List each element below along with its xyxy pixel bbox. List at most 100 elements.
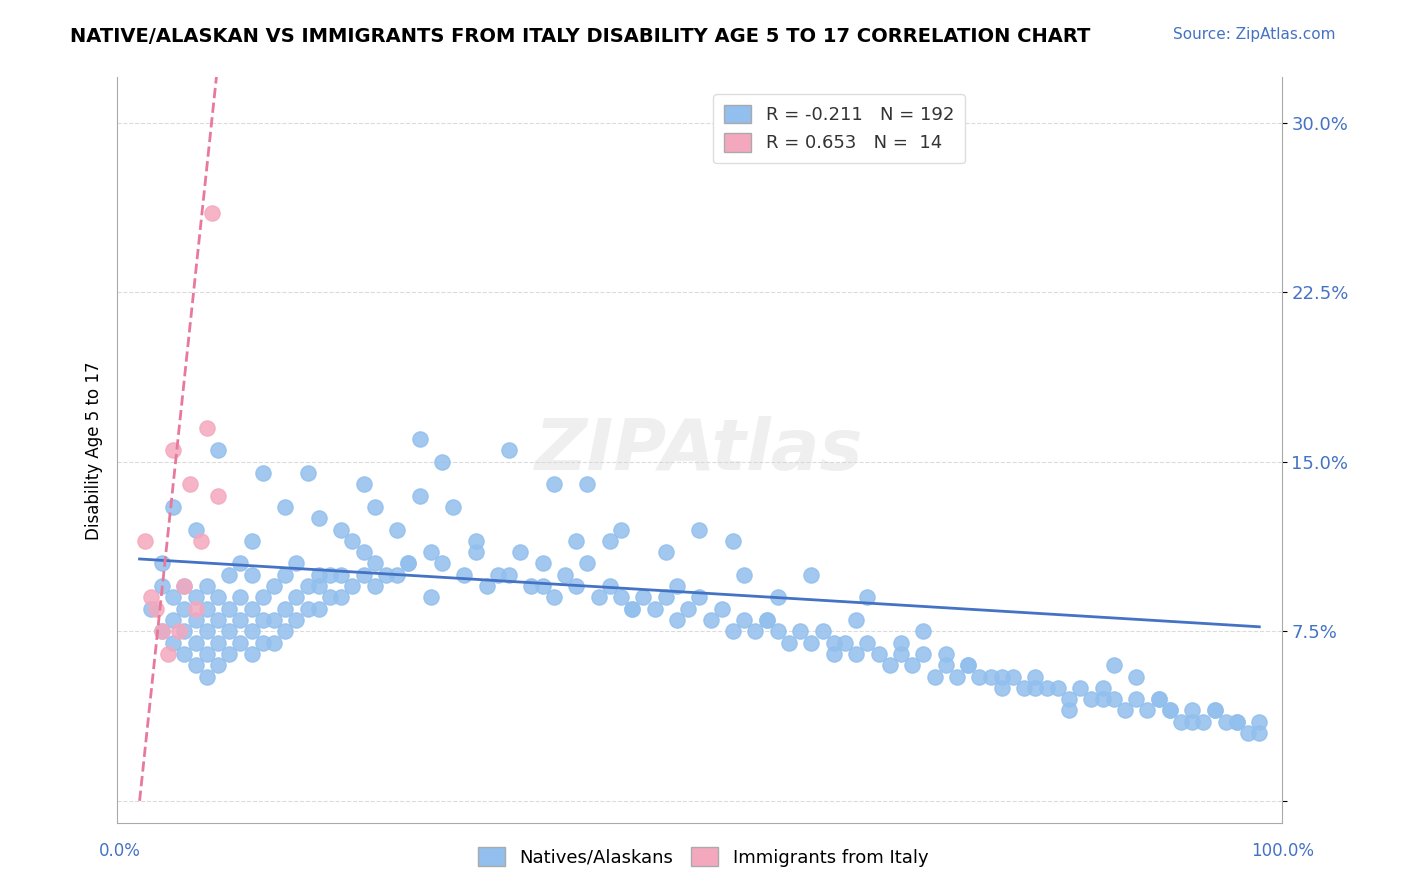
Point [1215, 714, 1237, 729]
Point [252, 613, 274, 627]
Point [991, 669, 1014, 683]
Point [179, 477, 201, 491]
Point [1237, 726, 1260, 740]
Point [353, 545, 375, 559]
Point [353, 477, 375, 491]
Point [252, 591, 274, 605]
Point [184, 523, 207, 537]
Point [1057, 692, 1080, 706]
Text: ZIPAtlas: ZIPAtlas [536, 416, 863, 485]
Point [486, 567, 509, 582]
Point [621, 601, 644, 615]
Point [1170, 714, 1192, 729]
Point [845, 647, 868, 661]
Point [520, 579, 543, 593]
Point [621, 601, 644, 615]
Point [1125, 692, 1147, 706]
Point [173, 579, 195, 593]
Point [733, 613, 755, 627]
Point [721, 533, 744, 548]
Point [1102, 658, 1125, 673]
Point [890, 647, 912, 661]
Point [184, 613, 207, 627]
Point [173, 624, 195, 639]
Point [890, 635, 912, 649]
Point [576, 477, 599, 491]
Point [1114, 703, 1136, 717]
Point [240, 567, 263, 582]
Point [811, 624, 834, 639]
Point [766, 591, 789, 605]
Point [297, 466, 319, 480]
Point [218, 601, 240, 615]
Point [1069, 681, 1091, 695]
Point [778, 635, 800, 649]
Point [419, 591, 441, 605]
Point [184, 635, 207, 649]
Point [531, 557, 554, 571]
Point [1249, 714, 1271, 729]
Point [285, 557, 308, 571]
Point [162, 613, 184, 627]
Point [195, 579, 218, 593]
Point [274, 624, 297, 639]
Legend: Natives/Alaskans, Immigrants from Italy: Natives/Alaskans, Immigrants from Italy [471, 840, 935, 874]
Point [800, 635, 823, 649]
Point [1001, 669, 1024, 683]
Point [935, 647, 957, 661]
Point [733, 567, 755, 582]
Point [856, 635, 879, 649]
Point [935, 658, 957, 673]
Point [1147, 692, 1170, 706]
Point [342, 579, 364, 593]
Point [274, 567, 297, 582]
Point [599, 579, 621, 593]
Point [173, 647, 195, 661]
Point [308, 567, 330, 582]
Point [319, 567, 342, 582]
Point [274, 601, 297, 615]
Point [543, 591, 565, 605]
Point [218, 567, 240, 582]
Text: Source: ZipAtlas.com: Source: ZipAtlas.com [1173, 27, 1336, 42]
Point [464, 533, 486, 548]
Point [644, 601, 666, 615]
Point [1249, 726, 1271, 740]
Point [453, 567, 475, 582]
Point [308, 579, 330, 593]
Point [924, 669, 946, 683]
Point [710, 601, 733, 615]
Point [610, 523, 633, 537]
Point [240, 601, 263, 615]
Point [167, 624, 190, 639]
Point [666, 613, 689, 627]
Point [1226, 714, 1249, 729]
Point [207, 635, 229, 649]
Point [1024, 669, 1046, 683]
Point [330, 567, 353, 582]
Point [430, 455, 453, 469]
Point [396, 557, 419, 571]
Point [1024, 681, 1046, 695]
Point [156, 647, 179, 661]
Point [229, 635, 252, 649]
Point [364, 557, 387, 571]
Point [912, 647, 935, 661]
Point [1091, 692, 1114, 706]
Point [565, 579, 588, 593]
Point [297, 579, 319, 593]
Point [285, 613, 308, 627]
Point [229, 591, 252, 605]
Point [195, 601, 218, 615]
Point [1091, 681, 1114, 695]
Point [1181, 703, 1204, 717]
Point [150, 624, 173, 639]
Point [353, 567, 375, 582]
Point [207, 443, 229, 458]
Point [1136, 703, 1159, 717]
Point [150, 624, 173, 639]
Point [263, 579, 285, 593]
Point [969, 669, 991, 683]
Point [834, 635, 856, 649]
Legend: R = -0.211   N = 192, R = 0.653   N =  14: R = -0.211 N = 192, R = 0.653 N = 14 [713, 94, 965, 163]
